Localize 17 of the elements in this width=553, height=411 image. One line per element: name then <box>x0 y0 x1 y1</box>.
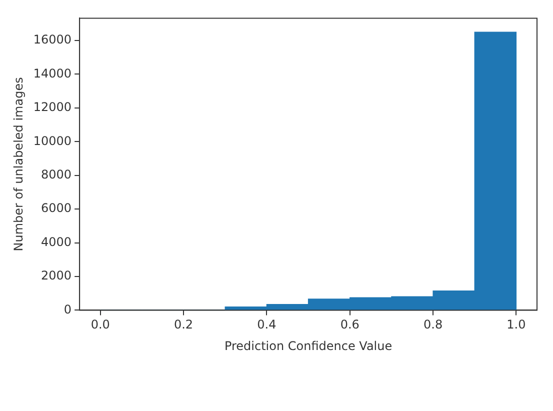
x-tick-label: 0.6 <box>340 318 360 332</box>
y-tick-label: 12000 <box>33 100 72 114</box>
y-tick-label: 4000 <box>41 234 72 249</box>
x-axis-title: Prediction Confidence Value <box>224 338 392 353</box>
y-tick-label: 6000 <box>41 201 72 216</box>
y-tick-label: 8000 <box>41 167 72 182</box>
y-tick-label: 2000 <box>41 268 72 283</box>
x-tick-label: 0.8 <box>423 318 443 332</box>
y-axis-title: Number of unlabeled images <box>11 77 26 252</box>
y-tick-label: 14000 <box>33 66 72 80</box>
y-tick-label: 0 <box>64 302 72 316</box>
x-tick-label: 0.2 <box>174 318 194 332</box>
x-tick-label: 1.0 <box>506 318 526 332</box>
x-tick-label: 0.0 <box>90 318 110 332</box>
y-tick-label: 10000 <box>33 134 72 148</box>
y-tick-label: 16000 <box>33 32 72 47</box>
x-tick-label: 0.4 <box>257 318 276 332</box>
